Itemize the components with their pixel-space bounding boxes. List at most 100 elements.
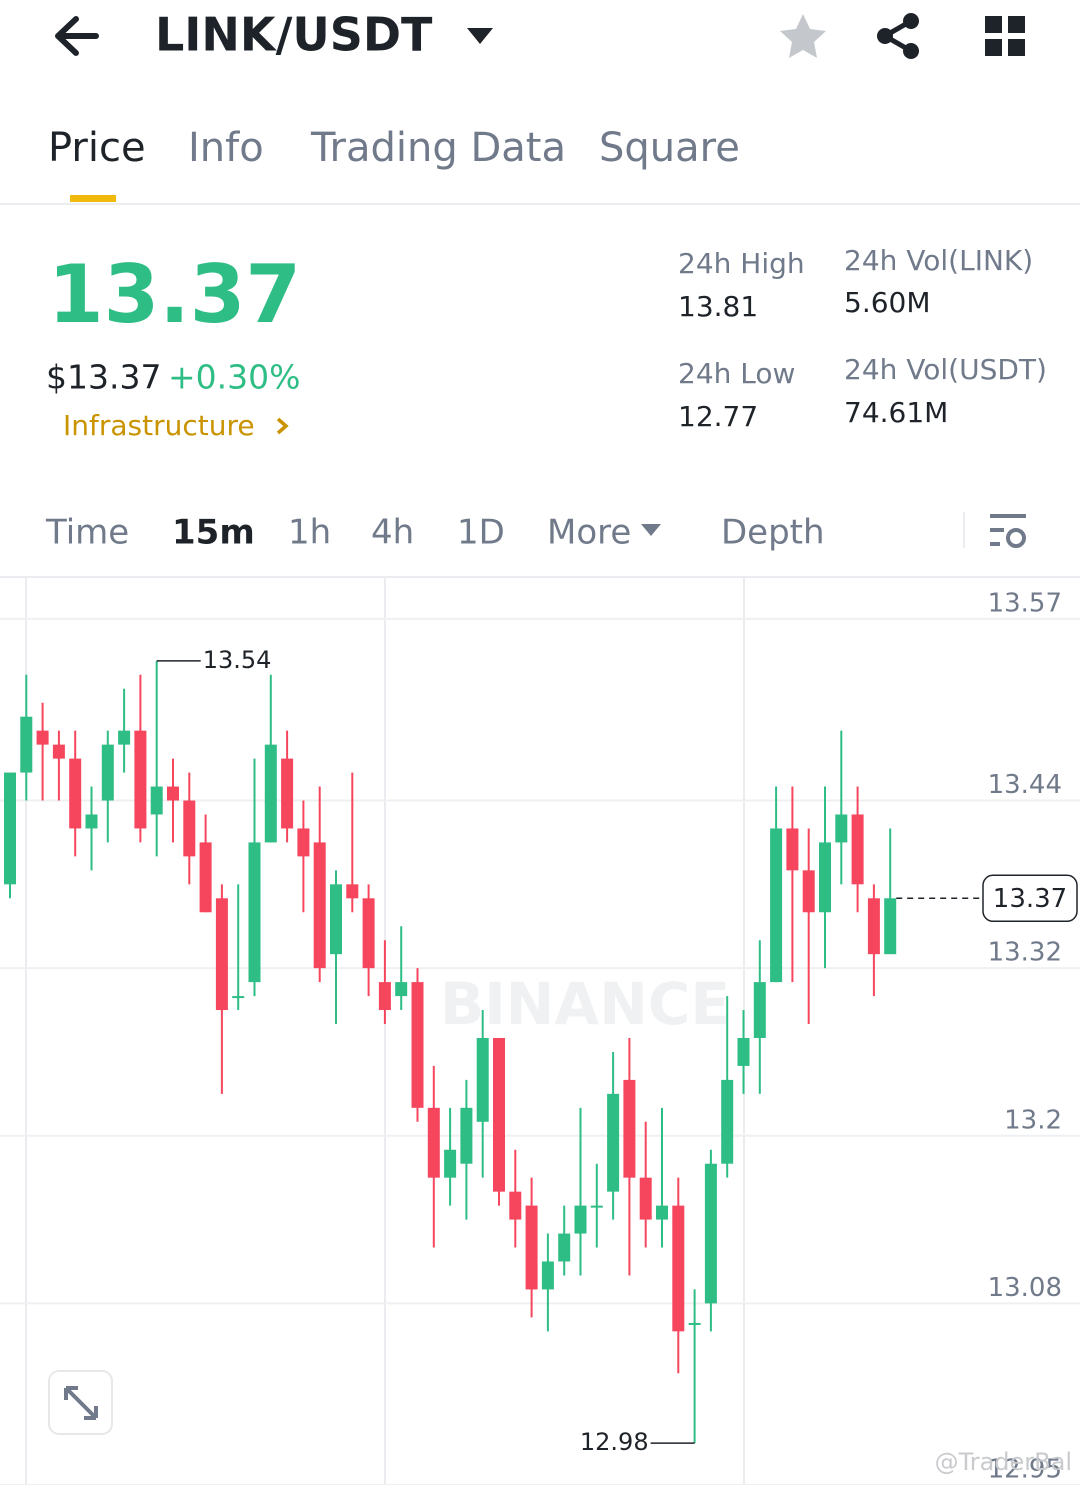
stat-value: 12.77 — [678, 400, 758, 433]
last-price-box — [982, 874, 1078, 923]
candle-body — [590, 1205, 603, 1208]
sector-tag[interactable]: Infrastructure — [63, 409, 255, 442]
pair-title[interactable]: LINK/USDT — [155, 8, 433, 62]
candle-body — [4, 772, 16, 885]
y-tick-label: 12.95 — [988, 1455, 1062, 1485]
candle-body — [427, 1107, 440, 1178]
candle-body — [20, 716, 33, 773]
candle-body — [215, 898, 228, 1011]
back-button[interactable] — [55, 16, 99, 56]
y-tick-label: 13.32 — [988, 938, 1062, 968]
expand-icon — [64, 1386, 98, 1420]
candle-body — [623, 1079, 636, 1178]
candle-body — [378, 982, 391, 1011]
candle-body — [167, 786, 179, 801]
interval[interactable]: 1h — [288, 513, 331, 553]
back-icon — [55, 16, 99, 56]
candle-body — [411, 982, 424, 1108]
candle-body — [770, 828, 783, 983]
candle-body — [704, 1163, 717, 1304]
grid-cell — [985, 39, 1002, 56]
candle-body — [460, 1107, 473, 1164]
candle-body — [134, 730, 147, 829]
candle-body — [884, 898, 897, 955]
interval[interactable]: 1D — [457, 513, 505, 553]
pair-dropdown[interactable] — [467, 28, 493, 44]
stat-label: 24h Vol(USDT) — [844, 353, 1047, 386]
candle-body — [183, 800, 196, 857]
stat-value: 74.61M — [844, 396, 948, 429]
candle-body — [607, 1093, 620, 1192]
candle-body — [721, 1079, 734, 1164]
candle-body — [509, 1191, 522, 1220]
candle-body — [101, 744, 114, 801]
plot: 13.54 12.98 13.37 — [4, 646, 1078, 1456]
candle-body — [85, 814, 98, 829]
more-dropdown[interactable] — [641, 524, 661, 536]
share-lines — [883, 18, 913, 54]
candle-body — [672, 1205, 685, 1332]
stat-label: 24h Low — [678, 357, 795, 390]
candle-body — [541, 1261, 554, 1290]
candle-body — [493, 1037, 505, 1192]
y-tick-label: 13.08 — [988, 1273, 1062, 1303]
stat-label: 24h High — [678, 247, 805, 280]
candle-body — [476, 1037, 489, 1122]
candle-body — [150, 786, 163, 815]
candle-body — [786, 828, 799, 871]
candle-body — [313, 842, 326, 969]
tab[interactable]: Info — [188, 125, 264, 171]
expand-button[interactable] — [48, 1370, 113, 1435]
interval[interactable]: 4h — [371, 513, 414, 553]
price-change: +0.30% — [168, 358, 300, 397]
candle-body — [297, 828, 310, 857]
candle-body — [525, 1205, 538, 1290]
candle-body — [819, 842, 831, 913]
sector-chevron — [276, 417, 289, 435]
candle-body — [395, 982, 408, 997]
candle-body — [248, 842, 261, 983]
candle-body — [346, 884, 359, 899]
favorite-icon[interactable] — [780, 14, 826, 58]
stat-label: 24h Vol(LINK) — [844, 244, 1033, 277]
candle-body — [639, 1177, 652, 1220]
interval[interactable]: Depth — [721, 513, 825, 553]
candle-body — [851, 814, 864, 885]
candle-body — [362, 898, 375, 969]
settings-lines — [990, 514, 1026, 546]
y-tick-label: 13.2 — [1004, 1105, 1062, 1135]
tab[interactable]: Square — [599, 125, 740, 171]
candle-body — [656, 1205, 668, 1220]
candle-body — [867, 898, 880, 955]
fiat-price: $13.37 — [46, 358, 161, 397]
grid-icon[interactable] — [985, 16, 1025, 56]
share-icon[interactable] — [877, 13, 919, 59]
interval[interactable]: More — [547, 513, 631, 553]
stat-value: 13.81 — [678, 290, 758, 323]
interval[interactable]: Time — [45, 513, 129, 553]
settings-gear — [1006, 528, 1026, 548]
grid: 13.57 13.44 13.32 13.2 13.08 12.95 — [0, 588, 1080, 1485]
candle-body — [199, 842, 212, 913]
extreme-label: 12.98 — [580, 1428, 649, 1456]
extreme-label: 13.54 — [203, 646, 272, 674]
interval[interactable]: 15m — [172, 513, 255, 553]
grid-cell — [985, 16, 1002, 33]
candle-body — [264, 744, 277, 843]
candle-body — [558, 1233, 571, 1262]
candle-body — [737, 1037, 750, 1066]
tab[interactable]: Price — [48, 125, 146, 171]
chart-settings-icon[interactable] — [990, 514, 1026, 548]
candle-body — [574, 1205, 587, 1234]
y-tick-label: 13.57 — [988, 588, 1062, 618]
tab[interactable]: Trading Data — [310, 125, 566, 171]
stat-value: 5.60M — [844, 286, 931, 319]
y-tick-label: 13.44 — [988, 770, 1062, 800]
candle-body — [36, 730, 49, 745]
candle-body — [52, 744, 65, 759]
candle-body — [444, 1149, 457, 1178]
candle-body — [118, 730, 131, 745]
last-price: 13.37 — [48, 248, 301, 341]
